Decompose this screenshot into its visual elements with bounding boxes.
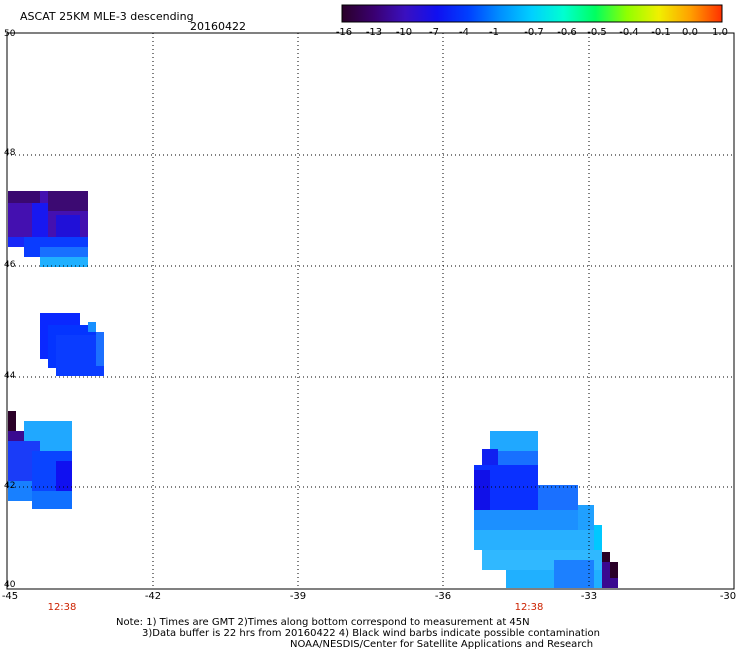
swath-cell [48,191,88,211]
lon-label: -33 [580,591,598,602]
lat-label: 48 [4,148,16,158]
lat-label: 42 [4,481,16,491]
swath-cell [96,332,104,366]
colorbar [341,4,723,23]
lat-label: 44 [4,371,16,381]
note-line: 3)Data buffer is 22 hrs from 20160422 4)… [142,628,600,639]
swath-cell [8,431,24,441]
colorbar-gradient [341,4,723,23]
swath-cell [40,247,88,257]
swath-cell [8,411,16,431]
swath-cell [40,257,88,267]
lon-label: -36 [434,591,452,602]
time-label: 12:38 [47,602,77,613]
data-swath [474,431,618,588]
lat-label: 40 [4,580,16,590]
map-date: 20160422 [190,20,246,33]
gridlines [7,33,734,589]
lat-label: 46 [4,260,16,270]
lon-label: -45 [1,591,19,602]
lat-label: 50 [4,29,16,39]
note-line: NOAA/NESDIS/Center for Satellite Applica… [290,639,594,650]
time-label: 12:38 [514,602,544,613]
map-frame [6,32,735,590]
swath-cell [88,322,96,332]
data-swath [40,313,104,376]
swath-cell [610,562,618,578]
swath-cell [594,525,602,550]
swath-cell [474,530,602,550]
data-swath [8,191,88,267]
lon-label: -39 [289,591,307,602]
swath-cell [554,560,594,588]
lon-label: -42 [144,591,162,602]
lon-label: -30 [719,591,737,602]
swath-cell [474,470,490,510]
swath-cell [8,191,40,203]
swath-cell [32,491,72,509]
swath-cell [474,510,578,530]
data-swath [8,411,72,509]
note-line: Note: 1) Times are GMT 2)Times along bot… [116,617,530,628]
swath-cell [8,481,32,501]
swath-cell [8,237,28,247]
map-title: ASCAT 25KM MLE-3 descending [20,10,194,23]
swath-cell [602,552,610,564]
swath-cell [578,505,594,530]
